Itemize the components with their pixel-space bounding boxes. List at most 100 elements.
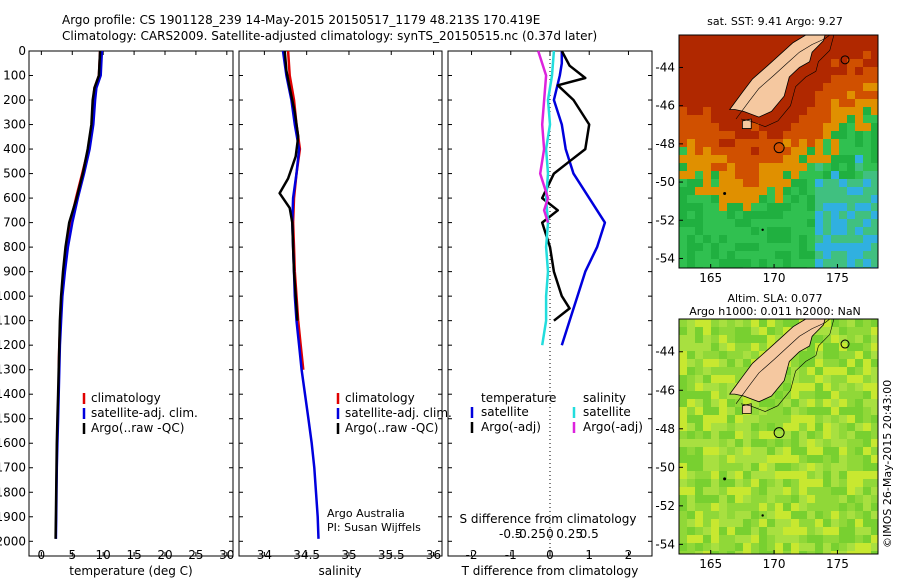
map-cell [703, 67, 711, 75]
map-cell [855, 219, 863, 227]
map-cell [735, 259, 743, 267]
map-cell [727, 383, 735, 391]
map-cell [807, 123, 815, 131]
map-cell [703, 359, 711, 367]
map-cell [863, 503, 871, 511]
map-cell [703, 91, 711, 99]
map-cell [751, 251, 759, 259]
map-y-tick-label: -52 [655, 499, 675, 513]
legend-t-argo-label: Argo(-adj) [481, 420, 541, 434]
map-y-tick-label: -54 [655, 251, 675, 265]
map-cell [855, 463, 863, 471]
map-cell [719, 195, 727, 203]
map-cell [687, 139, 695, 147]
map-cell [759, 407, 767, 415]
map-cell [719, 359, 727, 367]
map-cell [679, 423, 687, 431]
map-cell [807, 511, 815, 519]
map-cell [807, 235, 815, 243]
map-cell [783, 219, 791, 227]
map-cell [863, 163, 871, 171]
map-cell [759, 503, 767, 511]
map-cell [687, 219, 695, 227]
map-cell [791, 187, 799, 195]
map-cell [871, 527, 878, 535]
map-cell [775, 535, 783, 543]
map-cell [703, 447, 711, 455]
map-cell [863, 179, 871, 187]
map-cell [823, 415, 831, 423]
map-cell [855, 359, 863, 367]
map-cell [799, 391, 807, 399]
map-cell [687, 227, 695, 235]
map-cell [871, 551, 878, 554]
map-cell [839, 327, 847, 335]
map-cell [735, 351, 743, 359]
map-cell [807, 163, 815, 171]
map-cell [799, 439, 807, 447]
depth-contour [735, 35, 835, 128]
map-cell [855, 383, 863, 391]
map-cell [687, 375, 695, 383]
map-cell [727, 163, 735, 171]
map-cell [791, 195, 799, 203]
map-cell [727, 543, 735, 551]
map-cell [847, 155, 855, 163]
map-cell [831, 439, 839, 447]
map-y-tick-label: -44 [655, 345, 675, 359]
map-cell [831, 359, 839, 367]
map-cell [871, 131, 878, 139]
map-cell [711, 243, 719, 251]
map-cell [791, 407, 799, 415]
map-cell [815, 195, 823, 203]
map-cell [871, 359, 878, 367]
map-cell [735, 511, 743, 519]
map-cell [871, 487, 878, 495]
map-cell [751, 335, 759, 343]
map-field [679, 319, 878, 554]
map-cell [727, 91, 735, 99]
map-cell [695, 447, 703, 455]
map-cell [839, 235, 847, 243]
map-cell [703, 251, 711, 259]
map-cell [871, 51, 878, 59]
map-cell [727, 447, 735, 455]
map-cell [791, 107, 799, 115]
map-cell [823, 155, 831, 163]
map-cell [767, 163, 775, 171]
map-cell [855, 131, 863, 139]
map-cell [807, 407, 815, 415]
map-cell [719, 259, 727, 267]
map-cell [767, 123, 775, 131]
map-cell [863, 243, 871, 251]
map-cell [863, 327, 871, 335]
x-tick-label: 0 [38, 548, 46, 562]
map-cell [783, 327, 791, 335]
map-cell [743, 139, 751, 147]
s-difference-axis-label: S difference from climatology [460, 512, 637, 526]
map-cell [759, 251, 767, 259]
map-cell [823, 59, 831, 67]
map-cell [847, 479, 855, 487]
map-cell [775, 503, 783, 511]
map-cell [807, 463, 815, 471]
map-cell [815, 107, 823, 115]
map-cell [855, 75, 863, 83]
map-cell [847, 107, 855, 115]
series-line-satelliteadjclim [54, 50, 104, 539]
map-cell [695, 107, 703, 115]
title-line-1: Argo profile: CS 1901128_239 14-May-2015… [62, 13, 541, 27]
map-cell [847, 43, 855, 51]
map-cell [855, 527, 863, 535]
y-tick-label: 1800 [0, 485, 26, 499]
map-cell [815, 439, 823, 447]
map-cell [815, 447, 823, 455]
map-cell [839, 43, 847, 51]
map-cell [775, 455, 783, 463]
map-cell [847, 423, 855, 431]
map-cell [831, 139, 839, 147]
salinity-panel-frame [238, 50, 443, 557]
map-cell [799, 503, 807, 511]
map-cell [823, 91, 831, 99]
map-cell [727, 511, 735, 519]
